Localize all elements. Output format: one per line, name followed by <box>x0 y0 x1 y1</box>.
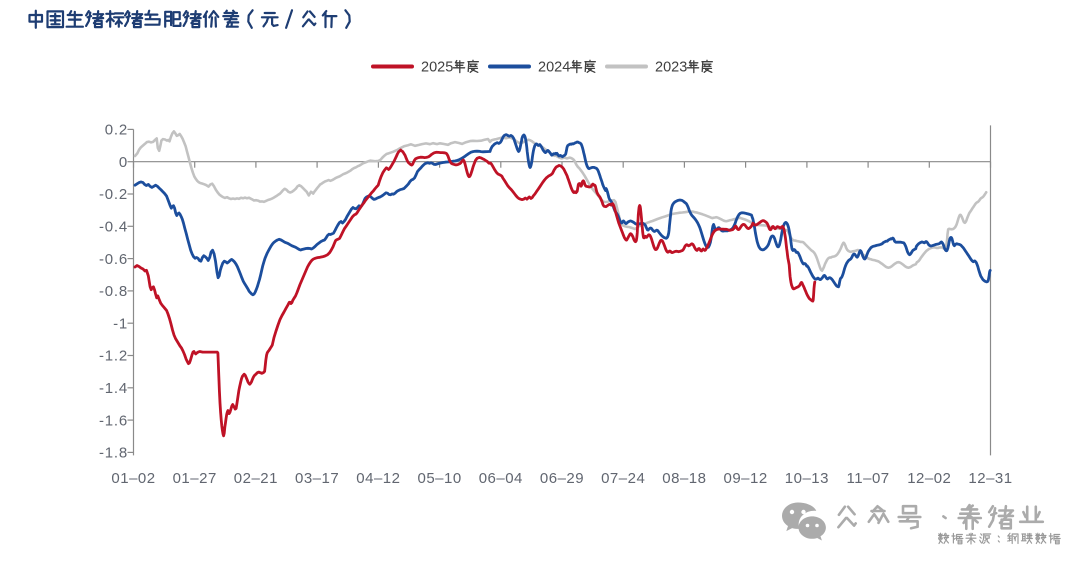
svg-text:0.2: 0.2 <box>105 122 128 139</box>
svg-text:01–02: 01–02 <box>111 470 155 487</box>
svg-text:-1: -1 <box>113 315 128 332</box>
svg-text:-0.6: -0.6 <box>99 251 128 268</box>
svg-text:08–18: 08–18 <box>662 470 706 487</box>
svg-text:-1.8: -1.8 <box>99 445 128 462</box>
svg-text:-1.6: -1.6 <box>99 412 128 429</box>
svg-text:12–31: 12–31 <box>968 470 1012 487</box>
svg-text:-0.4: -0.4 <box>99 219 128 236</box>
svg-text:0: 0 <box>119 154 128 171</box>
svg-text:04–12: 04–12 <box>356 470 400 487</box>
svg-text:11–07: 11–07 <box>847 470 890 487</box>
svg-text:05–10: 05–10 <box>417 470 461 487</box>
svg-text:01–27: 01–27 <box>173 470 217 487</box>
svg-text:10–13: 10–13 <box>785 470 829 487</box>
svg-text:03–17: 03–17 <box>295 470 339 487</box>
svg-text:2024: 2024 <box>538 60 570 76</box>
svg-text:-1.4: -1.4 <box>99 380 128 397</box>
svg-text:07–24: 07–24 <box>601 470 645 487</box>
svg-text:2025: 2025 <box>421 60 453 76</box>
svg-text:09–12: 09–12 <box>723 470 767 487</box>
svg-text:06–04: 06–04 <box>479 470 523 487</box>
svg-text:-1.2: -1.2 <box>99 348 128 365</box>
svg-text:06–29: 06–29 <box>540 470 584 487</box>
svg-text:2023: 2023 <box>655 60 687 76</box>
svg-text:02–21: 02–21 <box>234 470 278 487</box>
svg-text:12–02: 12–02 <box>907 470 951 487</box>
svg-text:-0.2: -0.2 <box>99 186 128 203</box>
svg-text:-0.8: -0.8 <box>99 283 128 300</box>
